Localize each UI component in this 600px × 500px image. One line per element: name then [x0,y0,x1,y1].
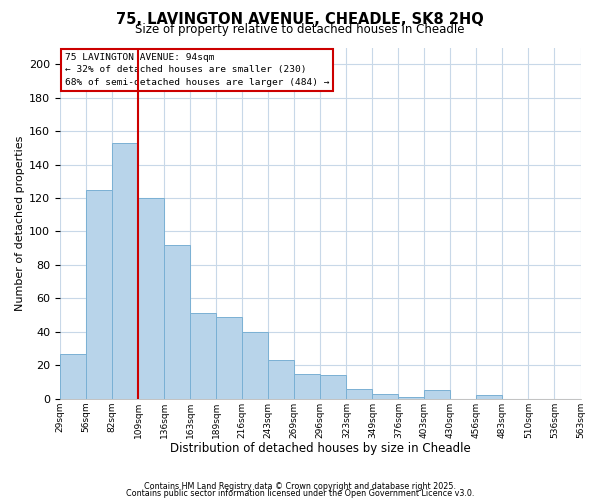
Bar [60,354,86,399]
Bar [346,388,373,398]
Text: Size of property relative to detached houses in Cheadle: Size of property relative to detached ho… [135,22,465,36]
Text: 75 LAVINGTON AVENUE: 94sqm
← 32% of detached houses are smaller (230)
68% of sem: 75 LAVINGTON AVENUE: 94sqm ← 32% of deta… [65,53,330,87]
Bar [86,190,112,398]
Text: 75, LAVINGTON AVENUE, CHEADLE, SK8 2HQ: 75, LAVINGTON AVENUE, CHEADLE, SK8 2HQ [116,12,484,28]
Y-axis label: Number of detached properties: Number of detached properties [15,136,25,311]
Bar [476,396,502,398]
Bar [112,143,138,399]
X-axis label: Distribution of detached houses by size in Cheadle: Distribution of detached houses by size … [170,442,470,455]
Bar [190,314,216,398]
Text: Contains HM Land Registry data © Crown copyright and database right 2025.: Contains HM Land Registry data © Crown c… [144,482,456,491]
Bar [424,390,451,398]
Bar [216,316,242,398]
Bar [242,332,268,398]
Bar [373,394,398,398]
Bar [320,376,346,398]
Bar [164,245,190,398]
Text: Contains public sector information licensed under the Open Government Licence v3: Contains public sector information licen… [126,490,474,498]
Bar [398,397,424,398]
Bar [294,374,320,398]
Bar [138,198,164,398]
Bar [268,360,294,399]
